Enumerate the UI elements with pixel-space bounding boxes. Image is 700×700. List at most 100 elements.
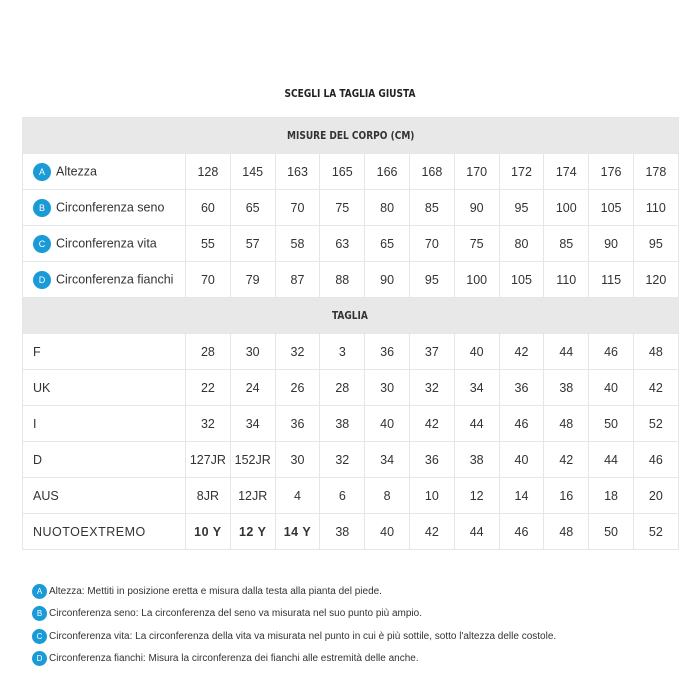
table-row: I 32 34 36 38 40 42 44 46 48 50 52 [22, 405, 679, 442]
table-cell: 75 [319, 189, 366, 226]
table-cell: 168 [408, 153, 455, 190]
table-cell: 46 [498, 405, 545, 442]
table-cell: 120 [632, 261, 679, 298]
note-item: C Circonferenza vita: La circonferenza de… [32, 625, 692, 648]
table-cell: 110 [543, 261, 590, 298]
table-cell: 36 [408, 441, 455, 478]
row-label: I [22, 405, 186, 442]
table-cell: 24 [229, 369, 276, 406]
table-cell: 38 [543, 369, 590, 406]
badge-icon: C [32, 628, 47, 644]
table-cell: 40 [453, 333, 500, 370]
note-item: B Circonferenza seno: La circonferenza de… [32, 603, 692, 626]
table-cell: 95 [632, 225, 679, 262]
table-row: AUS 8JR 12JR 4 6 8 10 12 14 16 18 20 [22, 477, 679, 514]
badge-icon: B [32, 606, 47, 622]
table-cell: 44 [588, 441, 634, 478]
size-chart-table: MISURE DEL CORPO (CM) A Altezza 128 145 163 16… [22, 117, 679, 550]
table-cell: 127JR [185, 441, 231, 478]
badge-icon: D [32, 651, 47, 667]
table-cell: 90 [453, 189, 500, 226]
badge-icon: D [33, 270, 51, 289]
table-cell: 6 [319, 477, 366, 514]
table-cell: 115 [588, 261, 634, 298]
table-cell: 95 [408, 261, 455, 298]
badge-icon: B [33, 198, 51, 217]
table-row: B Circonferenza seno 60 65 70 75 80 85 90 95 100 10… [22, 189, 679, 226]
table-cell: 57 [229, 225, 276, 262]
table-cell: 166 [364, 153, 410, 190]
table-cell: 80 [364, 189, 410, 226]
table-cell: 10 Y [185, 513, 231, 550]
table-row: UK 22 24 26 28 30 32 34 36 38 40 42 [22, 369, 679, 406]
table-cell: 10 [408, 477, 455, 514]
table-cell: 46 [498, 513, 545, 550]
table-cell: 36 [498, 369, 545, 406]
table-cell: 18 [588, 477, 634, 514]
table-cell: 38 [319, 405, 366, 442]
table-cell: 44 [453, 513, 500, 550]
table-cell: 105 [498, 261, 545, 298]
table-cell: 50 [588, 405, 634, 442]
table-cell: 38 [319, 513, 366, 550]
row-label: B Circonferenza seno [22, 189, 186, 226]
table-cell: 52 [632, 513, 679, 550]
row-label: D [22, 441, 186, 478]
row-label: A Altezza [22, 153, 186, 190]
table-cell: 105 [588, 189, 634, 226]
table-cell: 172 [498, 153, 545, 190]
table-cell: 8 [364, 477, 410, 514]
table-cell: 30 [229, 333, 276, 370]
table-cell: 36 [364, 333, 410, 370]
table-row: D 127JR 152JR 30 32 34 36 38 40 42 44 46 [22, 441, 679, 478]
table-cell: 3 [319, 333, 366, 370]
page-title: SCEGLI LA TAGLIA GIUSTA [284, 87, 416, 100]
row-label: NUOTOEXTREMO [22, 513, 186, 550]
table-cell: 34 [364, 441, 410, 478]
table-row: D Circonferenza fianchi 70 79 87 88 90 95 100 105… [22, 261, 679, 298]
table-cell: 80 [498, 225, 545, 262]
table-cell: 8JR [185, 477, 231, 514]
note-item: D Circonferenza fianchi: Misura la circon… [32, 648, 692, 671]
table-cell: 40 [364, 513, 410, 550]
table-cell: 28 [319, 369, 366, 406]
table-cell: 58 [274, 225, 321, 262]
table-cell: 12 Y [229, 513, 276, 550]
measurement-notes: A Altezza: Mettiti in posizione eretta e … [32, 580, 692, 670]
table-row: NUOTOEXTREMO 10 Y 12 Y 14 Y 38 40 42 44 46 48 50 52 [22, 513, 679, 550]
table-cell: 34 [229, 405, 276, 442]
table-cell: 26 [274, 369, 321, 406]
row-label: D Circonferenza fianchi [22, 261, 186, 298]
table-cell: 42 [632, 369, 679, 406]
table-cell: 90 [364, 261, 410, 298]
table-cell: 174 [543, 153, 590, 190]
table-cell: 85 [408, 189, 455, 226]
table-cell: 28 [185, 333, 231, 370]
table-cell: 30 [364, 369, 410, 406]
table-cell: 90 [588, 225, 634, 262]
badge-icon: C [33, 234, 51, 253]
table-cell: 52 [632, 405, 679, 442]
table-cell: 40 [588, 369, 634, 406]
table-cell: 40 [364, 405, 410, 442]
table-row: A Altezza 128 145 163 165 166 168 170 172 174 176 17… [22, 153, 679, 190]
table-cell: 44 [453, 405, 500, 442]
badge-icon: A [33, 162, 51, 181]
table-cell: 46 [588, 333, 634, 370]
table-cell: 42 [498, 333, 545, 370]
table-cell: 37 [408, 333, 455, 370]
body-measurements-header: MISURE DEL CORPO (CM) [22, 117, 679, 154]
table-cell: 44 [543, 333, 590, 370]
table-cell: 32 [185, 405, 231, 442]
table-cell: 48 [543, 513, 590, 550]
table-cell: 4 [274, 477, 321, 514]
table-cell: 79 [229, 261, 276, 298]
table-cell: 128 [185, 153, 231, 190]
row-label: UK [22, 369, 186, 406]
table-cell: 40 [498, 441, 545, 478]
table-cell: 14 Y [274, 513, 321, 550]
table-cell: 42 [408, 405, 455, 442]
badge-icon: A [32, 583, 47, 599]
table-cell: 22 [185, 369, 231, 406]
table-cell: 32 [408, 369, 455, 406]
